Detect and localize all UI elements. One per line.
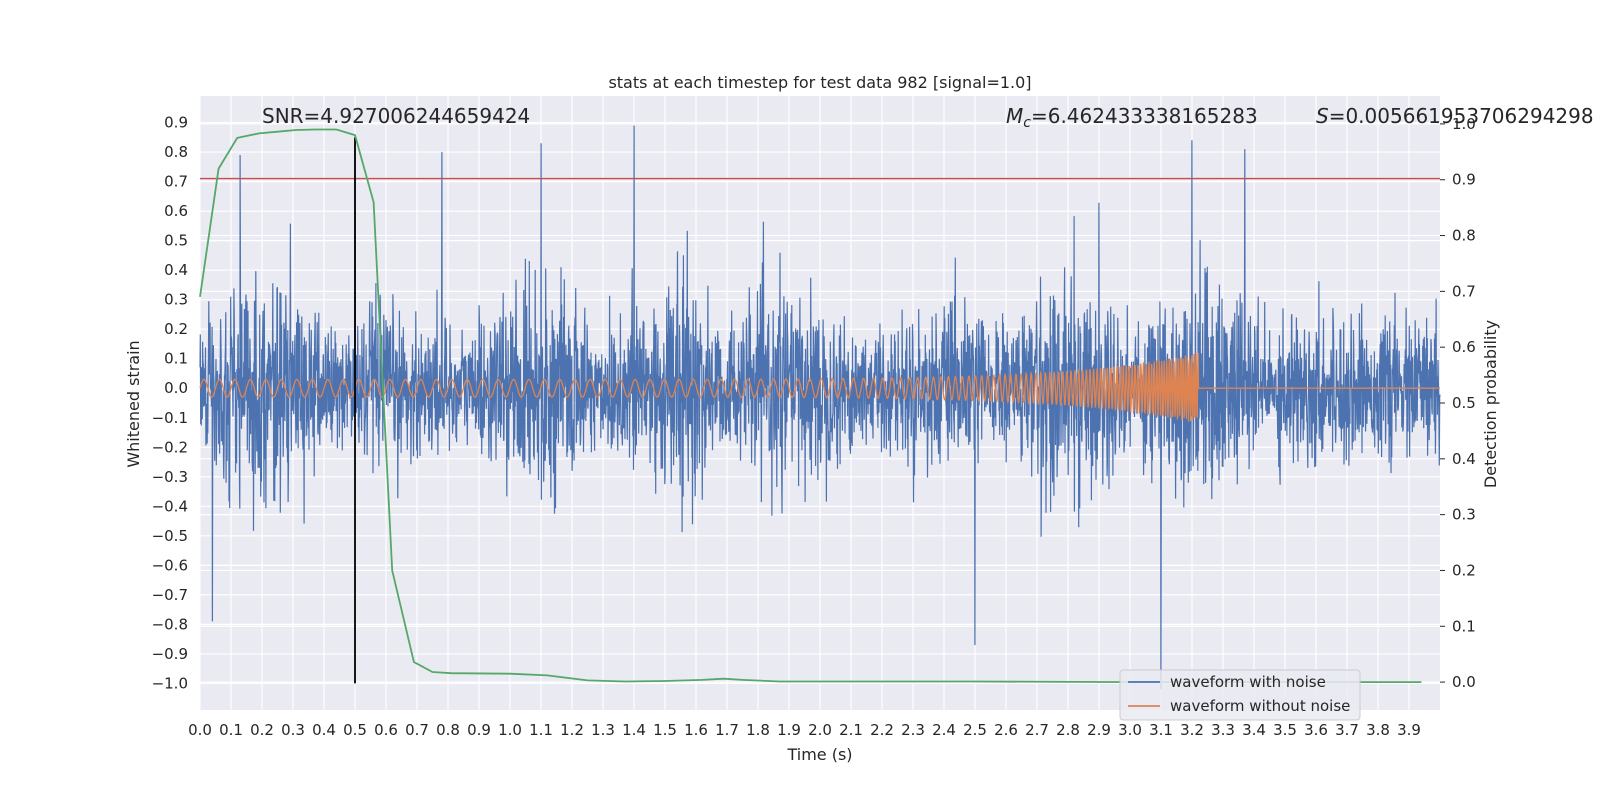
y2-tick-label: 1.0 bbox=[1452, 115, 1476, 133]
x-tick-label: 3.3 bbox=[1211, 721, 1235, 739]
legend-clean-label: waveform without noise bbox=[1170, 697, 1350, 715]
s-value: =0.005661953706294298 bbox=[1329, 104, 1594, 128]
y-tick-label: −0.8 bbox=[152, 615, 188, 633]
x-tick-label: 2.7 bbox=[1025, 721, 1049, 739]
chirp-mass-subscript: c bbox=[1023, 115, 1031, 131]
y-tick-labels: 0.9 0.8 0.7 0.6 0.5 0.4 0.3 0.2 0.1 0.0 −0.1 −0.2 −0… bbox=[152, 114, 188, 693]
y2-tick-label: 0.9 bbox=[1452, 171, 1476, 189]
x-tick-label: 0.0 bbox=[188, 721, 212, 739]
waveform-without-noise-line bbox=[199, 352, 1440, 422]
y-tick-label: 0.6 bbox=[164, 202, 188, 220]
snr-annotation: SNR=4.927006244659424 bbox=[262, 104, 530, 128]
x-tick-label: 1.4 bbox=[622, 721, 646, 739]
x-tick-label: 0.8 bbox=[436, 721, 460, 739]
legend-box bbox=[1119, 669, 1361, 721]
x-axis-label: Time (s) bbox=[786, 745, 852, 764]
y2-tick-labels: 1.0 0.9 0.8 0.7 0.6 0.5 0.4 0.3 0.2 0.1 0.0 bbox=[1440, 115, 1476, 691]
x-tick-label: 1.7 bbox=[715, 721, 739, 739]
x-tick-label: 1.8 bbox=[746, 721, 770, 739]
x-tick-labels: 0.0 0.1 0.2 0.3 0.4 0.5 0.6 0.7 0.8 0.9 1.0 1.1 1.2 1… bbox=[188, 721, 1421, 739]
y2-tick-label: 0.0 bbox=[1452, 673, 1476, 691]
y-tick-label: 0.2 bbox=[164, 320, 188, 338]
x-tick-label: 3.0 bbox=[1118, 721, 1142, 739]
y2-axis-label: Detection probability bbox=[1481, 320, 1500, 488]
x-tick-label: 3.7 bbox=[1335, 721, 1359, 739]
y-tick-label: 0.5 bbox=[164, 232, 188, 250]
x-tick-label: 1.6 bbox=[684, 721, 708, 739]
x-tick-label: 0.4 bbox=[312, 721, 336, 739]
x-tick-label: 0.5 bbox=[343, 721, 367, 739]
y-tick-label: 0.9 bbox=[164, 114, 188, 132]
s-symbol: S bbox=[1316, 104, 1329, 128]
legend-noise-label: waveform with noise bbox=[1170, 673, 1326, 691]
y-tick-label: −0.9 bbox=[152, 645, 188, 663]
chart-title: stats at each timestep for test data 982… bbox=[608, 73, 1031, 92]
x-tick-label: 3.1 bbox=[1149, 721, 1173, 739]
s-annotation: S=0.005661953706294298 bbox=[1316, 104, 1594, 128]
x-tick-label: 2.4 bbox=[932, 721, 956, 739]
y2-tick-label: 0.1 bbox=[1452, 617, 1476, 635]
x-tick-label: 2.2 bbox=[870, 721, 894, 739]
x-tick-label: 2.3 bbox=[901, 721, 925, 739]
detection-probability-line bbox=[199, 128, 1422, 683]
x-tick-label: 1.9 bbox=[777, 721, 801, 739]
y-tick-label: 0.1 bbox=[164, 350, 188, 368]
x-tick-label: 1.1 bbox=[529, 721, 553, 739]
chirp-mass-symbol: M bbox=[1006, 104, 1023, 128]
x-tick-label: 1.2 bbox=[560, 721, 584, 739]
y-tick-label: −0.5 bbox=[152, 527, 188, 545]
chirp-mass-annotation: Mc=6.462433338165283 bbox=[1006, 104, 1258, 131]
x-tick-label: 3.6 bbox=[1304, 721, 1328, 739]
x-tick-label: 2.5 bbox=[963, 721, 987, 739]
x-tick-label: 0.3 bbox=[281, 721, 305, 739]
y-tick-label: 0.3 bbox=[164, 291, 188, 309]
chirp-mass-value: =6.462433338165283 bbox=[1031, 104, 1258, 128]
x-tick-label: 2.6 bbox=[994, 721, 1018, 739]
y2-tick-label: 0.5 bbox=[1452, 394, 1476, 412]
x-tick-label: 3.8 bbox=[1366, 721, 1390, 739]
y-tick-label: −0.1 bbox=[152, 409, 188, 427]
x-tick-label: 1.0 bbox=[498, 721, 522, 739]
y2-tick-label: 0.2 bbox=[1452, 561, 1476, 579]
x-tick-label: 3.2 bbox=[1180, 721, 1204, 739]
x-tick-label: 2.9 bbox=[1087, 721, 1111, 739]
x-tick-label: 2.1 bbox=[839, 721, 863, 739]
x-tick-label: 3.4 bbox=[1242, 721, 1266, 739]
y-tick-label: 0.0 bbox=[164, 379, 188, 397]
waveform-with-noise-line bbox=[199, 125, 1441, 690]
x-tick-label: 0.6 bbox=[374, 721, 398, 739]
y-tick-label: −0.6 bbox=[152, 556, 188, 574]
x-tick-label: 0.2 bbox=[250, 721, 274, 739]
y2-tick-label: 0.3 bbox=[1452, 506, 1476, 524]
y-tick-label: 0.7 bbox=[164, 173, 188, 191]
y-tick-label: −0.2 bbox=[152, 438, 188, 456]
y-tick-label: −0.4 bbox=[152, 497, 188, 515]
x-tick-label: 2.0 bbox=[808, 721, 832, 739]
x-tick-label: 0.7 bbox=[405, 721, 429, 739]
legend: waveform with noise waveform without noi… bbox=[1119, 669, 1361, 721]
y-tick-label: −1.0 bbox=[152, 674, 188, 692]
x-tick-label: 2.8 bbox=[1056, 721, 1080, 739]
x-tick-label: 3.5 bbox=[1273, 721, 1297, 739]
y-tick-label: −0.7 bbox=[152, 586, 188, 604]
x-tick-label: 1.5 bbox=[653, 721, 677, 739]
noise-layer bbox=[199, 125, 1441, 690]
y-axis-label: Whitened strain bbox=[124, 340, 143, 467]
y-tick-label: 0.8 bbox=[164, 143, 188, 161]
y-tick-label: 0.4 bbox=[164, 261, 188, 279]
x-tick-label: 0.1 bbox=[219, 721, 243, 739]
y2-tick-label: 0.6 bbox=[1452, 338, 1476, 356]
y-tick-label: −0.3 bbox=[152, 468, 188, 486]
x-tick-label: 3.9 bbox=[1397, 721, 1421, 739]
y2-tick-label: 0.7 bbox=[1452, 282, 1476, 300]
x-tick-label: 1.3 bbox=[591, 721, 615, 739]
y2-tick-label: 0.4 bbox=[1452, 450, 1476, 468]
x-tick-label: 0.9 bbox=[467, 721, 491, 739]
y2-tick-label: 0.8 bbox=[1452, 227, 1476, 245]
